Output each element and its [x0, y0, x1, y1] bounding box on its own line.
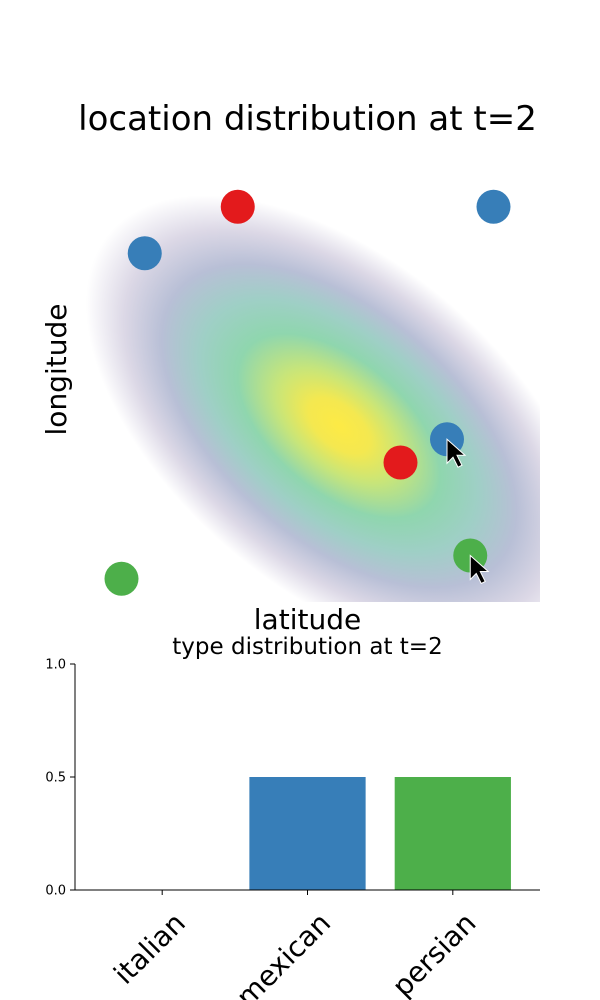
type-chart-title: type distribution at t=2 [172, 634, 442, 660]
bars [249, 777, 511, 890]
x-tick-label: persian [386, 906, 483, 1000]
y-axis-label: longitude [40, 304, 73, 436]
type-chart: type distribution at t=2 0.0 0.5 1.0 itali… [45, 634, 540, 1000]
scatter-point [127, 236, 162, 271]
location-plot-area [75, 137, 540, 602]
scatter-point [383, 445, 418, 480]
scatter-point [220, 189, 255, 224]
scatter-point [104, 561, 139, 596]
cursors [446, 438, 490, 585]
x-tick-label: italian [107, 906, 191, 990]
bar [394, 777, 511, 890]
x-tick-label: mexican [230, 906, 337, 1000]
mouse-cursor-icon [446, 438, 467, 468]
mouse-cursor-icon [469, 554, 490, 585]
y-ticks: 0.0 0.5 1.0 [45, 658, 75, 899]
x-axis-label: latitude [254, 603, 361, 636]
y-tick-label: 0.0 [45, 884, 66, 899]
density-heatmap [75, 137, 540, 602]
scatter-point [476, 189, 511, 224]
y-tick-label: 1.0 [45, 658, 66, 673]
x-ticks: italian mexican persian [107, 890, 482, 1000]
y-tick-label: 0.5 [45, 771, 66, 786]
location-chart: location distribution at t=2 latitude lo… [40, 99, 540, 636]
location-chart-title: location distribution at t=2 [78, 99, 537, 139]
bar [249, 777, 366, 890]
